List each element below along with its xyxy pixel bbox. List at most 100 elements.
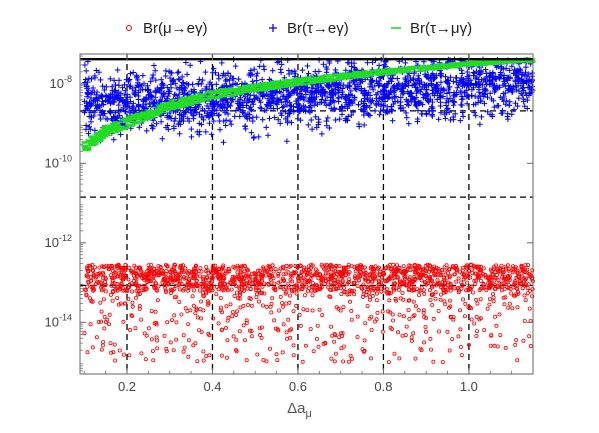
point-mu-e-gamma bbox=[96, 319, 101, 324]
point-tau-e-gamma bbox=[135, 93, 142, 99]
point-tau-e-gamma bbox=[222, 83, 228, 89]
point-mu-e-gamma bbox=[125, 288, 130, 293]
point-tau-e-gamma bbox=[307, 104, 313, 110]
point-mu-e-gamma bbox=[401, 279, 406, 284]
point-tau-e-gamma bbox=[511, 67, 518, 73]
point-mu-e-gamma bbox=[492, 343, 497, 348]
point-tau-e-gamma bbox=[282, 109, 289, 115]
point-mu-e-gamma bbox=[513, 293, 518, 298]
point-tau-e-gamma bbox=[140, 97, 146, 104]
point-mu-e-gamma bbox=[421, 310, 426, 315]
point-mu-e-gamma bbox=[389, 269, 394, 274]
point-mu-e-gamma bbox=[198, 307, 203, 312]
point-mu-e-gamma bbox=[102, 326, 107, 331]
point-mu-e-gamma bbox=[117, 271, 122, 276]
point-tau-e-gamma bbox=[479, 98, 485, 104]
point-mu-e-gamma bbox=[241, 263, 246, 268]
point-mu-e-gamma bbox=[224, 304, 229, 309]
point-mu-e-gamma bbox=[249, 334, 254, 339]
point-mu-e-gamma bbox=[319, 262, 324, 267]
point-mu-e-gamma bbox=[91, 284, 96, 289]
point-tau-e-gamma bbox=[305, 122, 312, 128]
point-mu-e-gamma bbox=[379, 280, 384, 285]
point-mu-e-gamma bbox=[440, 359, 445, 364]
point-mu-e-gamma bbox=[236, 296, 241, 301]
point-mu-e-gamma bbox=[110, 288, 115, 293]
circle-marker-icon bbox=[126, 25, 132, 31]
point-mu-e-gamma bbox=[243, 285, 248, 290]
point-tau-e-gamma bbox=[130, 69, 136, 76]
point-mu-e-gamma bbox=[152, 273, 157, 278]
point-tau-e-gamma bbox=[116, 112, 123, 119]
point-mu-e-gamma bbox=[259, 274, 264, 279]
point-mu-e-gamma bbox=[395, 276, 400, 281]
point-tau-e-gamma bbox=[444, 90, 450, 97]
point-mu-e-gamma bbox=[121, 288, 126, 293]
point-tau-e-gamma bbox=[158, 119, 164, 125]
point-mu-e-gamma bbox=[498, 333, 503, 338]
point-tau-e-gamma bbox=[267, 93, 273, 100]
point-mu-e-gamma bbox=[86, 280, 91, 285]
point-tau-e-gamma bbox=[124, 91, 130, 98]
point-mu-e-gamma bbox=[223, 269, 228, 274]
point-tau-e-gamma bbox=[309, 99, 316, 105]
point-tau-e-gamma bbox=[343, 115, 349, 122]
point-mu-e-gamma bbox=[112, 342, 117, 347]
point-mu-e-gamma bbox=[119, 282, 124, 287]
point-mu-e-gamma bbox=[155, 288, 160, 293]
point-mu-e-gamma bbox=[382, 272, 387, 277]
point-mu-e-gamma bbox=[474, 297, 479, 302]
point-tau-e-gamma bbox=[144, 83, 151, 89]
point-mu-e-gamma bbox=[507, 301, 512, 306]
point-mu-e-gamma bbox=[288, 277, 293, 282]
point-mu-e-gamma bbox=[493, 314, 498, 319]
point-tau-e-gamma bbox=[478, 70, 484, 76]
point-mu-e-gamma bbox=[201, 349, 206, 354]
point-mu-e-gamma bbox=[149, 269, 154, 274]
point-tau-e-gamma bbox=[111, 136, 117, 143]
point-mu-e-gamma bbox=[411, 331, 416, 336]
point-mu-e-gamma bbox=[237, 329, 242, 334]
point-mu-e-gamma bbox=[169, 318, 174, 323]
point-tau-e-gamma bbox=[135, 80, 141, 86]
point-mu-e-gamma bbox=[503, 345, 508, 350]
point-tau-e-gamma bbox=[110, 99, 117, 105]
point-mu-e-gamma bbox=[363, 321, 368, 326]
point-mu-e-gamma bbox=[86, 263, 91, 268]
point-tau-e-gamma bbox=[286, 67, 292, 74]
point-mu-e-gamma bbox=[528, 272, 533, 277]
point-mu-e-gamma bbox=[220, 278, 225, 283]
point-tau-e-gamma bbox=[247, 70, 253, 76]
point-tau-e-gamma bbox=[405, 82, 412, 89]
point-tau-e-gamma bbox=[402, 75, 408, 81]
point-tau-e-gamma bbox=[187, 62, 193, 69]
point-tau-e-gamma bbox=[372, 108, 378, 114]
point-mu-e-gamma bbox=[317, 284, 322, 289]
point-mu-e-gamma bbox=[109, 292, 114, 297]
point-tau-e-gamma bbox=[276, 88, 283, 95]
point-mu-e-gamma bbox=[218, 295, 223, 300]
legend-item-tau-mu-gamma: Br(τ→μγ) bbox=[388, 15, 472, 41]
point-tau-e-gamma bbox=[135, 104, 142, 110]
point-tau-e-gamma bbox=[168, 85, 174, 91]
point-mu-e-gamma bbox=[182, 276, 187, 281]
point-mu-e-gamma bbox=[280, 266, 285, 271]
point-mu-e-gamma bbox=[110, 280, 115, 285]
point-mu-e-gamma bbox=[521, 268, 526, 273]
point-tau-e-gamma bbox=[502, 90, 509, 96]
point-mu-e-gamma bbox=[369, 327, 374, 332]
point-mu-e-gamma bbox=[197, 274, 202, 279]
point-mu-e-gamma bbox=[397, 278, 402, 283]
point-mu-e-gamma bbox=[417, 292, 422, 297]
point-mu-e-gamma bbox=[516, 291, 521, 296]
point-mu-e-gamma bbox=[117, 348, 122, 353]
point-tau-e-gamma bbox=[505, 82, 512, 89]
point-mu-e-gamma bbox=[400, 333, 405, 338]
point-tau-e-gamma bbox=[324, 94, 330, 100]
point-mu-e-gamma bbox=[280, 301, 285, 306]
point-tau-e-gamma bbox=[389, 95, 395, 101]
point-tau-e-gamma bbox=[522, 90, 529, 96]
point-mu-e-gamma bbox=[194, 284, 199, 289]
point-tau-e-gamma bbox=[325, 115, 331, 121]
point-mu-e-gamma bbox=[312, 288, 317, 293]
